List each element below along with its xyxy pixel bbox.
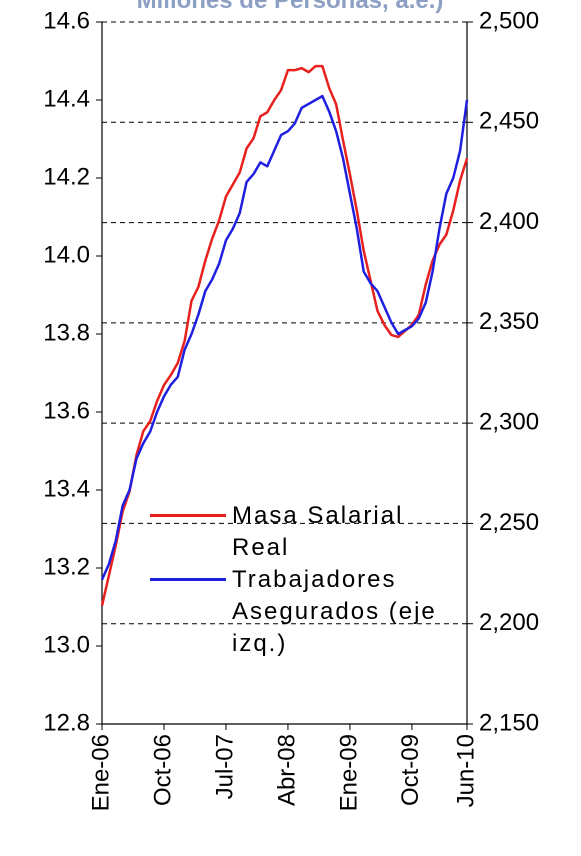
- x-tick-label: Ene-06: [87, 734, 114, 811]
- y2-tick-label: 2,250: [479, 509, 539, 536]
- y2-tick-label: 2,300: [479, 408, 539, 435]
- y2-tick-label: 2,500: [479, 7, 539, 34]
- x-tick-label: Oct-06: [149, 734, 176, 806]
- y-tick-label: 13.6: [43, 397, 90, 424]
- legend-label: Trabajadores Asegurados (eje izq.): [232, 566, 437, 657]
- x-tick-label: Jul-07: [211, 734, 238, 799]
- x-tick-label: Jun-10: [452, 734, 479, 807]
- y-tick-label: 14.4: [43, 85, 90, 112]
- y2-tick-label: 2,200: [479, 609, 539, 636]
- legend-swatch: [150, 578, 226, 581]
- series-line: [100, 94, 469, 581]
- legend: Masa Salarial Real Trabajadores Asegurado…: [150, 500, 460, 660]
- y-tick-label: 13.2: [43, 553, 90, 580]
- y-tick-label: 14.2: [43, 163, 90, 190]
- y-tick-label: 13.0: [43, 631, 90, 658]
- y-tick-label: 12.8: [43, 709, 90, 736]
- y2-tick-label: 2,450: [479, 108, 539, 135]
- y-tick-label: 14.0: [43, 241, 90, 268]
- y-tick-label: 13.4: [43, 475, 90, 502]
- y-tick-label: 14.6: [43, 7, 90, 34]
- legend-swatch: [150, 514, 226, 517]
- chart-title: Millones de Personas, a.e.): [137, 0, 444, 14]
- y-tick-label: 13.8: [43, 319, 90, 346]
- legend-label: Masa Salarial Real: [232, 502, 404, 561]
- x-tick-label: Abr-08: [273, 734, 300, 806]
- y2-tick-label: 2,400: [479, 208, 539, 235]
- legend-item: Masa Salarial Real: [150, 500, 460, 564]
- y2-tick-label: 2,150: [479, 709, 539, 736]
- y2-tick-label: 2,350: [479, 308, 539, 335]
- legend-item: Trabajadores Asegurados (eje izq.): [150, 564, 460, 660]
- x-tick-label: Ene-09: [335, 734, 362, 811]
- x-tick-label: Oct-09: [397, 734, 424, 806]
